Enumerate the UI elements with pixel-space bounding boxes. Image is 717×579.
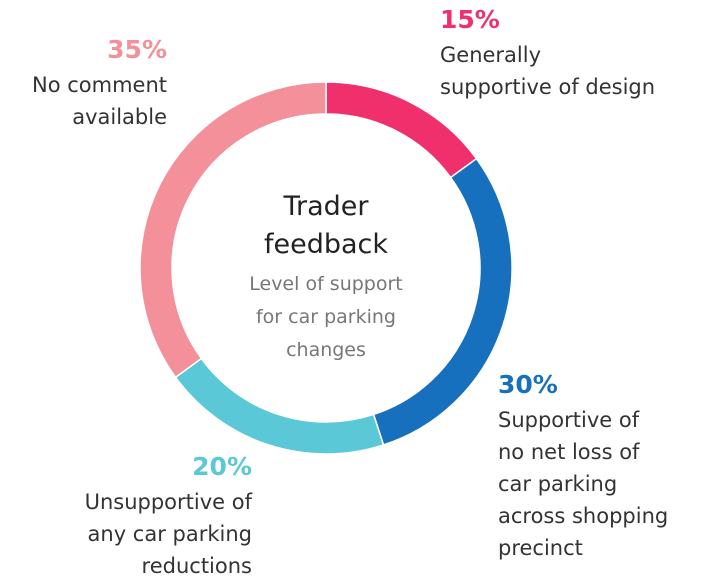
chart-subtitle: Level of support for car parking changes [249, 273, 403, 361]
value-label: 30% [498, 370, 558, 399]
category-label: No comment available [31, 73, 167, 129]
category-label: Supportive of no net loss of car parking… [498, 408, 669, 560]
value-label: 35% [107, 35, 167, 64]
value-label: 15% [440, 5, 500, 34]
value-label: 20% [192, 452, 252, 481]
category-label: Unsupportive of any car parking reductio… [84, 490, 252, 578]
donut-segment [139, 81, 327, 379]
chart-title: Trader feedback [263, 191, 389, 260]
donut-segment [174, 357, 385, 455]
category-label: Generally supportive of design [440, 43, 656, 99]
